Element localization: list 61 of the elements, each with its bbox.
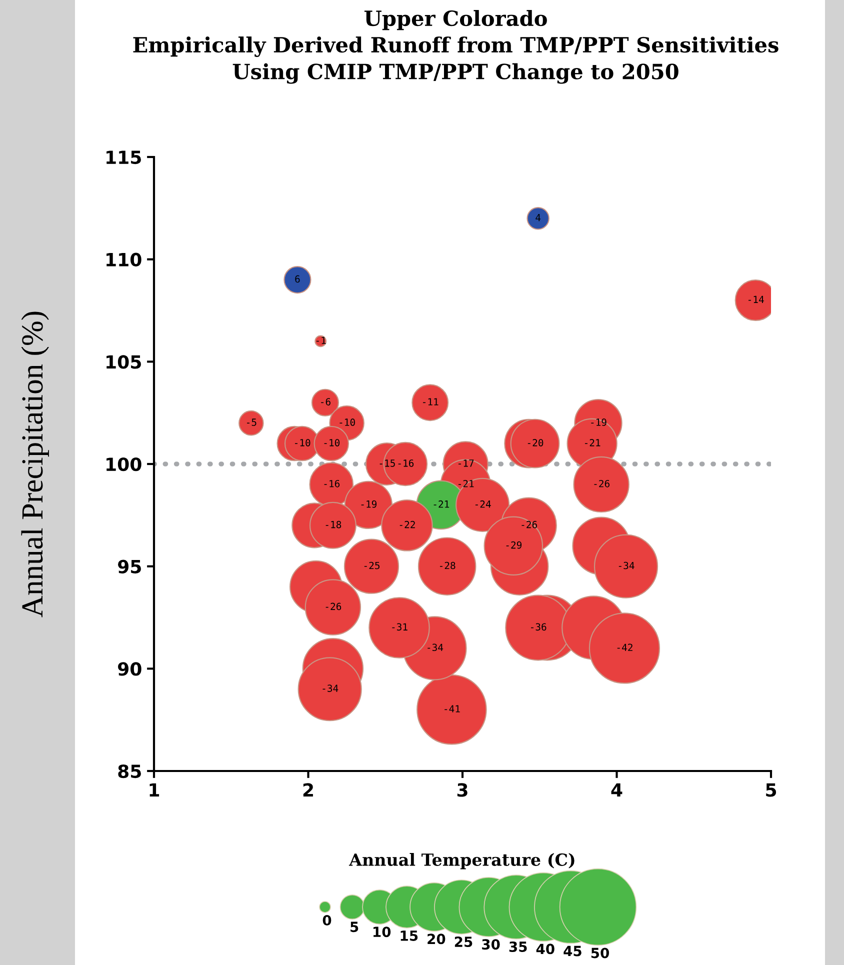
x-axis-title: Annual Temperature (C): [348, 853, 574, 870]
annotation: -21: [584, 439, 600, 446]
annotation: -34: [322, 684, 338, 692]
annotation: -16: [398, 459, 414, 467]
annotation: -20: [528, 439, 544, 446]
annotation: -14: [748, 296, 764, 303]
y-tick-label: 110: [106, 252, 142, 266]
annotation: -21: [458, 480, 474, 488]
annotation: -16: [324, 480, 340, 488]
annotation: -10: [340, 418, 355, 426]
annotation: 4: [536, 214, 541, 222]
annotation: -6: [321, 398, 330, 406]
annotation: -11: [423, 398, 438, 406]
annotation: -22: [400, 520, 415, 528]
y-tick-label: 95: [118, 560, 141, 574]
text: 0: [322, 915, 332, 926]
legend-label: 25: [454, 936, 472, 948]
legend-label: 15: [400, 930, 418, 941]
annotation: -15: [380, 460, 395, 467]
annotation: -29: [506, 541, 522, 549]
annotation: -17: [458, 460, 474, 467]
y-tick-label: 85: [118, 764, 141, 778]
annotation: -34: [428, 644, 444, 652]
annotation: -5: [247, 418, 256, 426]
y-axis-title: Annual Precipitation (%): [21, 312, 49, 618]
x-tick-label: 4: [611, 783, 622, 797]
annotation: -25: [364, 562, 380, 570]
x-tick-label: 1: [150, 783, 160, 797]
legend-label: 35: [509, 941, 527, 952]
x-tick-label: 3: [457, 783, 468, 797]
annotation: -26: [326, 602, 342, 610]
legend-label: 10: [374, 926, 391, 938]
annotation: -31: [392, 623, 408, 631]
annotation: -1: [316, 336, 326, 344]
annotation: -21: [434, 500, 450, 508]
legend-label: 20: [428, 934, 446, 944]
annotation: -42: [617, 644, 632, 651]
annotation: -24: [475, 500, 491, 508]
annotation: -41: [444, 705, 460, 712]
annotation: -18: [326, 520, 342, 528]
chart-title: Upper Colorado Empirically Derived Runoff from TMP/PPT Sensitivities Using CMIP TMP/PPT Change to 2050: [133, 10, 778, 84]
y-tick-label: 115: [106, 150, 141, 164]
annotation: -19: [361, 500, 377, 508]
annotation: -10: [324, 439, 340, 446]
y-tick-label: 105: [106, 355, 141, 369]
annotation: -26: [522, 520, 537, 528]
x-tick-label: 5: [766, 783, 776, 797]
legend-label: 5: [350, 922, 358, 932]
legend-label: 50: [591, 948, 609, 958]
annotation: -19: [591, 418, 606, 426]
legend-label: 40: [536, 944, 554, 954]
x-tick-label: 2: [303, 783, 313, 797]
annotation: -26: [594, 480, 610, 488]
y-tick-label: 90: [118, 662, 142, 676]
legend-label: 45: [564, 946, 582, 956]
annotation: -10: [294, 439, 310, 446]
annotation: 6: [295, 275, 300, 283]
y-tick-label: 100: [106, 457, 142, 472]
annotation: -34: [618, 562, 634, 570]
legend-label: 30: [482, 939, 500, 950]
annotation: -28: [440, 562, 456, 570]
